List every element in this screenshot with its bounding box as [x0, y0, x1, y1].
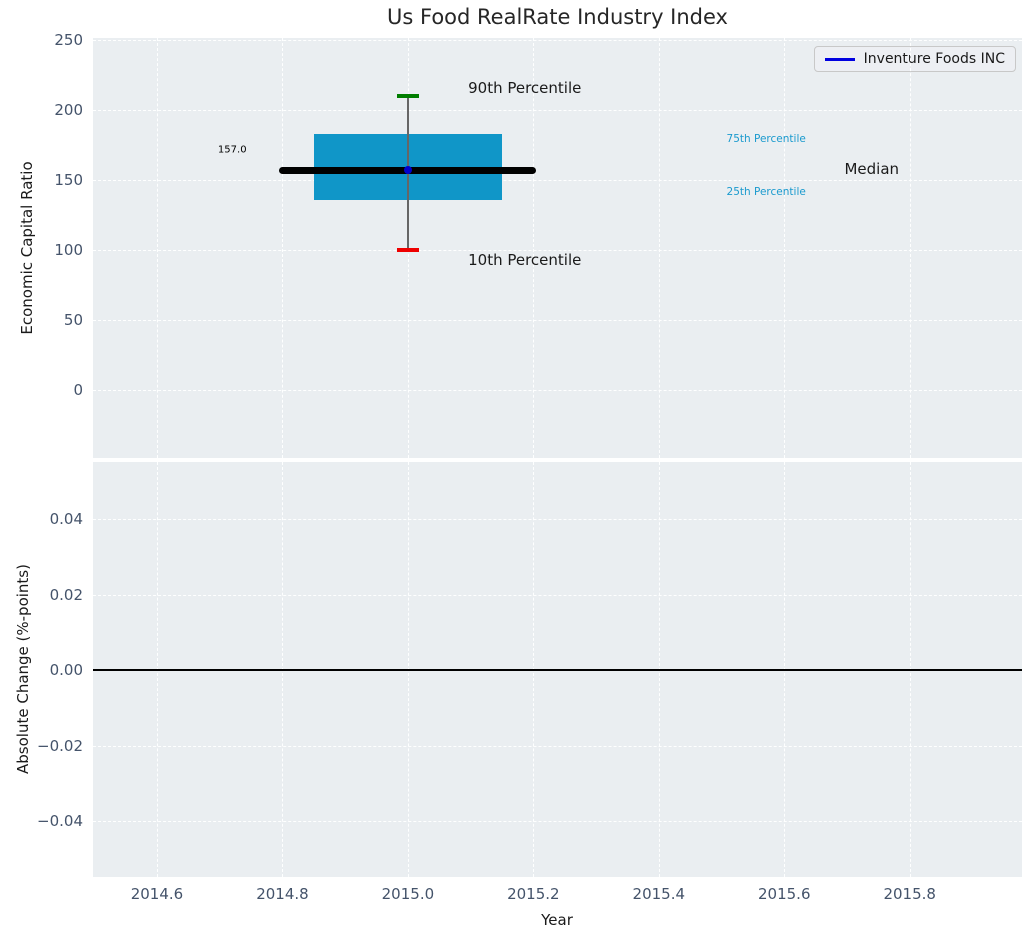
- y-tick-label: 250: [54, 30, 83, 49]
- x-tick-label: 2015.0: [381, 885, 435, 903]
- gridline-horizontal: [93, 39, 1022, 41]
- cap-10th-percentile: [396, 248, 419, 252]
- gridline-horizontal: [93, 249, 1022, 251]
- gridline-vertical: [533, 38, 535, 458]
- y-tick-label: 150: [54, 170, 83, 189]
- annotation-90th-percentile: 90th Percentile: [468, 78, 582, 97]
- company-marker: [403, 166, 412, 175]
- legend-line-sample: [824, 57, 855, 61]
- annotation-median: Median: [844, 159, 900, 178]
- gridline-horizontal: [93, 319, 1022, 321]
- gridline-horizontal: [93, 745, 1022, 747]
- x-tick-label: 2015.6: [758, 885, 811, 903]
- gridline-vertical: [784, 38, 786, 458]
- top-subplot: Inventure Foods INC 90th Percentile 10th …: [93, 38, 1022, 458]
- y-tick-label: 0.02: [49, 585, 83, 604]
- y-tick-label: 200: [54, 100, 83, 119]
- annotation-25th-percentile: 25th Percentile: [726, 186, 806, 198]
- gridline-vertical: [156, 38, 158, 458]
- y-tick-label: −0.02: [37, 736, 83, 755]
- x-tick-label: 2014.6: [130, 885, 184, 903]
- cap-90th-percentile: [396, 94, 419, 98]
- x-tick-label: 2015.2: [507, 885, 560, 903]
- gridline-vertical: [282, 38, 284, 458]
- x-tick-label: 2015.8: [883, 885, 936, 903]
- gridline-vertical: [658, 38, 660, 458]
- bottom-subplot: [93, 462, 1022, 877]
- annotation-75th-percentile: 75th Percentile: [726, 132, 806, 145]
- y-tick-label: −0.04: [37, 812, 83, 831]
- gridline-horizontal: [93, 179, 1022, 181]
- gridline-horizontal: [93, 389, 1022, 391]
- x-axis-label: Year: [541, 911, 573, 929]
- annotation-10th-percentile: 10th Percentile: [468, 250, 582, 269]
- gridline-horizontal: [93, 109, 1022, 111]
- gridline-horizontal: [93, 821, 1022, 823]
- y-tick-label: 0.00: [49, 661, 83, 680]
- x-tick-label: 2015.4: [632, 885, 686, 903]
- gridline-horizontal: [93, 594, 1022, 596]
- gridline-vertical: [909, 38, 911, 458]
- chart-title: Us Food RealRate Industry Index: [387, 5, 728, 29]
- x-tick-label: 2014.8: [256, 885, 309, 903]
- y-axis-label-bottom: Absolute Change (%-points): [14, 564, 32, 774]
- y-tick-label: 100: [54, 240, 83, 259]
- y-tick-label: 50: [63, 310, 83, 329]
- y-tick-label: 0.04: [49, 510, 83, 529]
- annotation-157-0: 157.0: [217, 144, 247, 156]
- gridline-horizontal: [93, 519, 1022, 521]
- legend-label: Inventure Foods INC: [863, 51, 1005, 67]
- legend: Inventure Foods INC: [813, 46, 1016, 72]
- y-tick-label: 0: [73, 380, 83, 399]
- y-axis-label-top: Economic Capital Ratio: [18, 161, 36, 335]
- zero-line: [93, 669, 1022, 672]
